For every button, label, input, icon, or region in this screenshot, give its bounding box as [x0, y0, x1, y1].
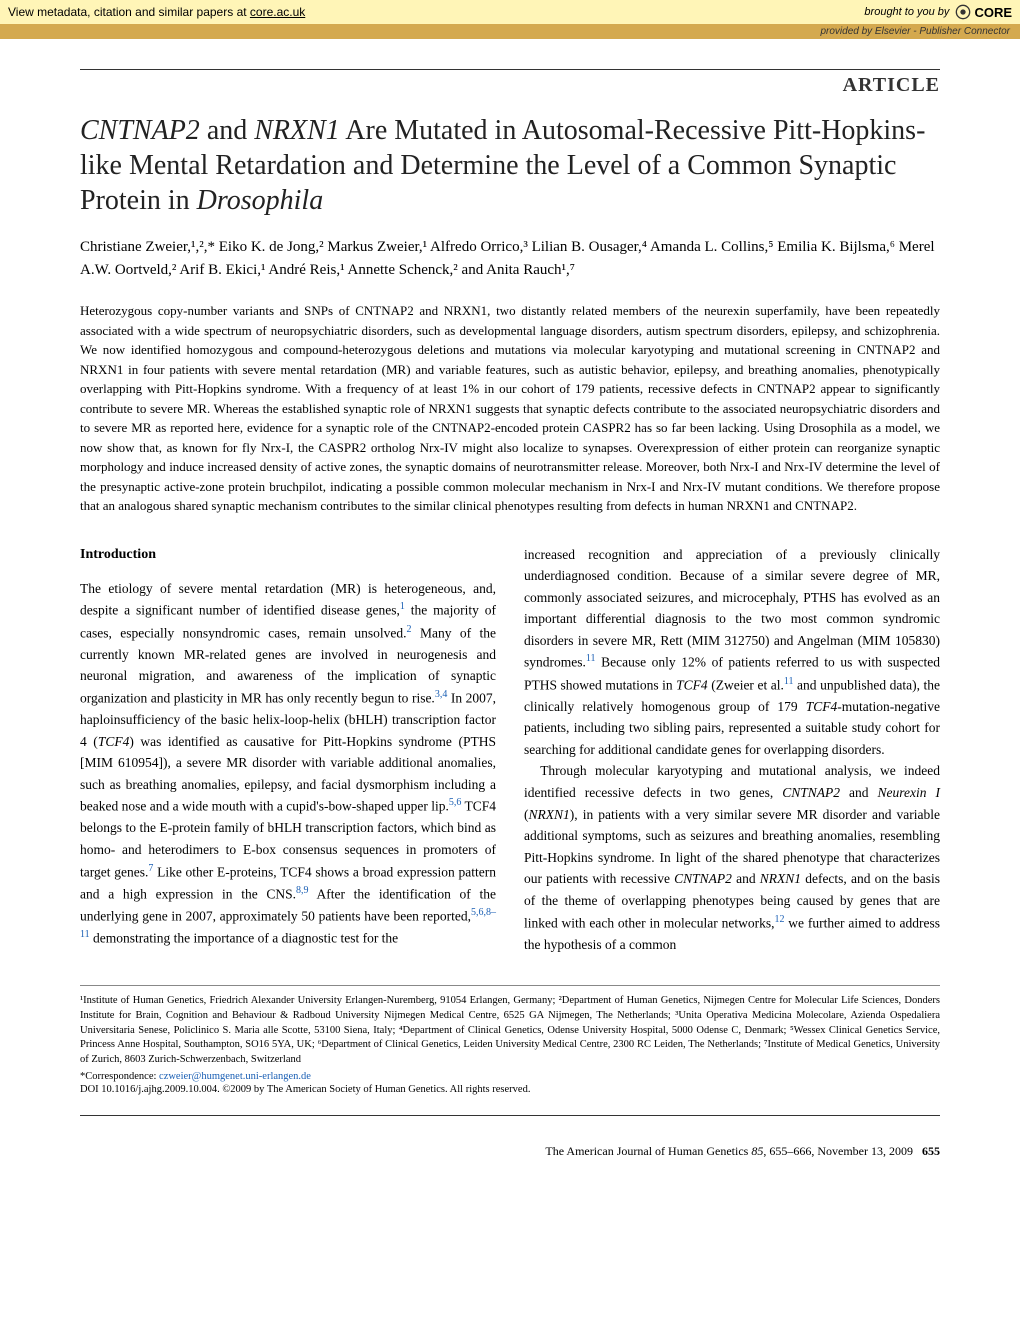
column-right: increased recognition and appreciation o… [524, 544, 940, 956]
core-banner: View metadata, citation and similar pape… [0, 0, 1020, 24]
c2-p2h: CNTNAP2 [674, 871, 732, 886]
col2-para-2: Through molecular karyotyping and mutati… [524, 760, 940, 955]
col2-para-1: increased recognition and appreciation o… [524, 544, 940, 761]
c2-p1f: TCF4 [806, 699, 838, 714]
correspondence-email[interactable]: czweier@humgenet.uni-erlangen.de [159, 1071, 311, 1082]
title-gene1: CNTNAP2 [80, 115, 200, 146]
c2-p2i: and [732, 871, 760, 886]
c2-p1c: TCF4 [676, 677, 708, 692]
core-link[interactable]: core.ac.uk [250, 5, 305, 19]
ref-12[interactable]: 12 [774, 914, 784, 925]
column-left: Introduction The etiology of severe ment… [80, 544, 496, 956]
banner-right: brought to you by CORE [864, 4, 1012, 20]
c2-p2f: NRXN1 [529, 807, 570, 822]
title-t2: and [200, 115, 254, 146]
c2-p2b: CNTNAP2 [782, 785, 840, 800]
c1-p1e: TCF4 [98, 734, 130, 749]
ref-11b[interactable]: 11 [784, 676, 794, 687]
body-columns: Introduction The etiology of severe ment… [80, 544, 940, 956]
title-gene2: NRXN1 [254, 115, 340, 146]
doi-line: DOI 10.1016/j.ajhg.2009.10.004. ©2009 by… [80, 1084, 940, 1095]
title-species: Drosophila [197, 185, 324, 216]
ref-34[interactable]: 3,4 [435, 689, 448, 700]
page-footer: The American Journal of Human Genetics 8… [0, 1136, 1020, 1179]
affiliations: ¹Institute of Human Genetics, Friedrich … [80, 994, 940, 1067]
ref-56[interactable]: 5,6 [449, 797, 462, 808]
correspondence-label: *Correspondence: [80, 1071, 159, 1082]
core-text: CORE [974, 5, 1012, 20]
c2-p1d: (Zweier et al. [708, 677, 784, 692]
article-title: CNTNAP2 and NRXN1 Are Mutated in Autosom… [80, 113, 940, 218]
article-tag: ARTICLE [80, 69, 940, 97]
c2-p2j: NRXN1 [760, 871, 801, 886]
c2-p1a: increased recognition and appreciation o… [524, 547, 940, 670]
page-number: 655 [922, 1144, 940, 1158]
provided-bar: provided by Elsevier - Publisher Connect… [0, 24, 1020, 39]
brought-by-text: brought to you by [864, 6, 949, 18]
journal-name: The American Journal of Human Genetics [545, 1144, 751, 1158]
metadata-text: View metadata, citation and similar pape… [8, 5, 250, 19]
c2-p2d: Neurexin I [878, 785, 940, 800]
correspondence: *Correspondence: czweier@humgenet.uni-er… [80, 1071, 940, 1082]
abstract: Heterozygous copy-number variants and SN… [80, 301, 940, 516]
core-logo[interactable]: CORE [955, 4, 1012, 20]
banner-left: View metadata, citation and similar pape… [8, 5, 305, 19]
intro-para-1: The etiology of severe mental retardatio… [80, 578, 496, 949]
journal-vol: 85 [751, 1144, 763, 1158]
article-page: ARTICLE CNTNAP2 and NRXN1 Are Mutated in… [0, 39, 1020, 1136]
page-rule [80, 1115, 940, 1116]
c2-p2c: and [840, 785, 877, 800]
core-icon [955, 4, 971, 20]
journal-rest: , 655–666, November 13, 2009 [763, 1144, 913, 1158]
ref-11a[interactable]: 11 [586, 653, 596, 664]
ref-89[interactable]: 8,9 [296, 885, 309, 896]
c1-p1j: demonstrating the importance of a diagno… [90, 930, 399, 945]
c1-p1f: ) was identified as causative for Pitt-H… [80, 734, 496, 814]
footnote-separator [80, 985, 940, 986]
authors: Christiane Zweier,¹,²,* Eiko K. de Jong,… [80, 236, 940, 281]
intro-heading: Introduction [80, 544, 496, 566]
